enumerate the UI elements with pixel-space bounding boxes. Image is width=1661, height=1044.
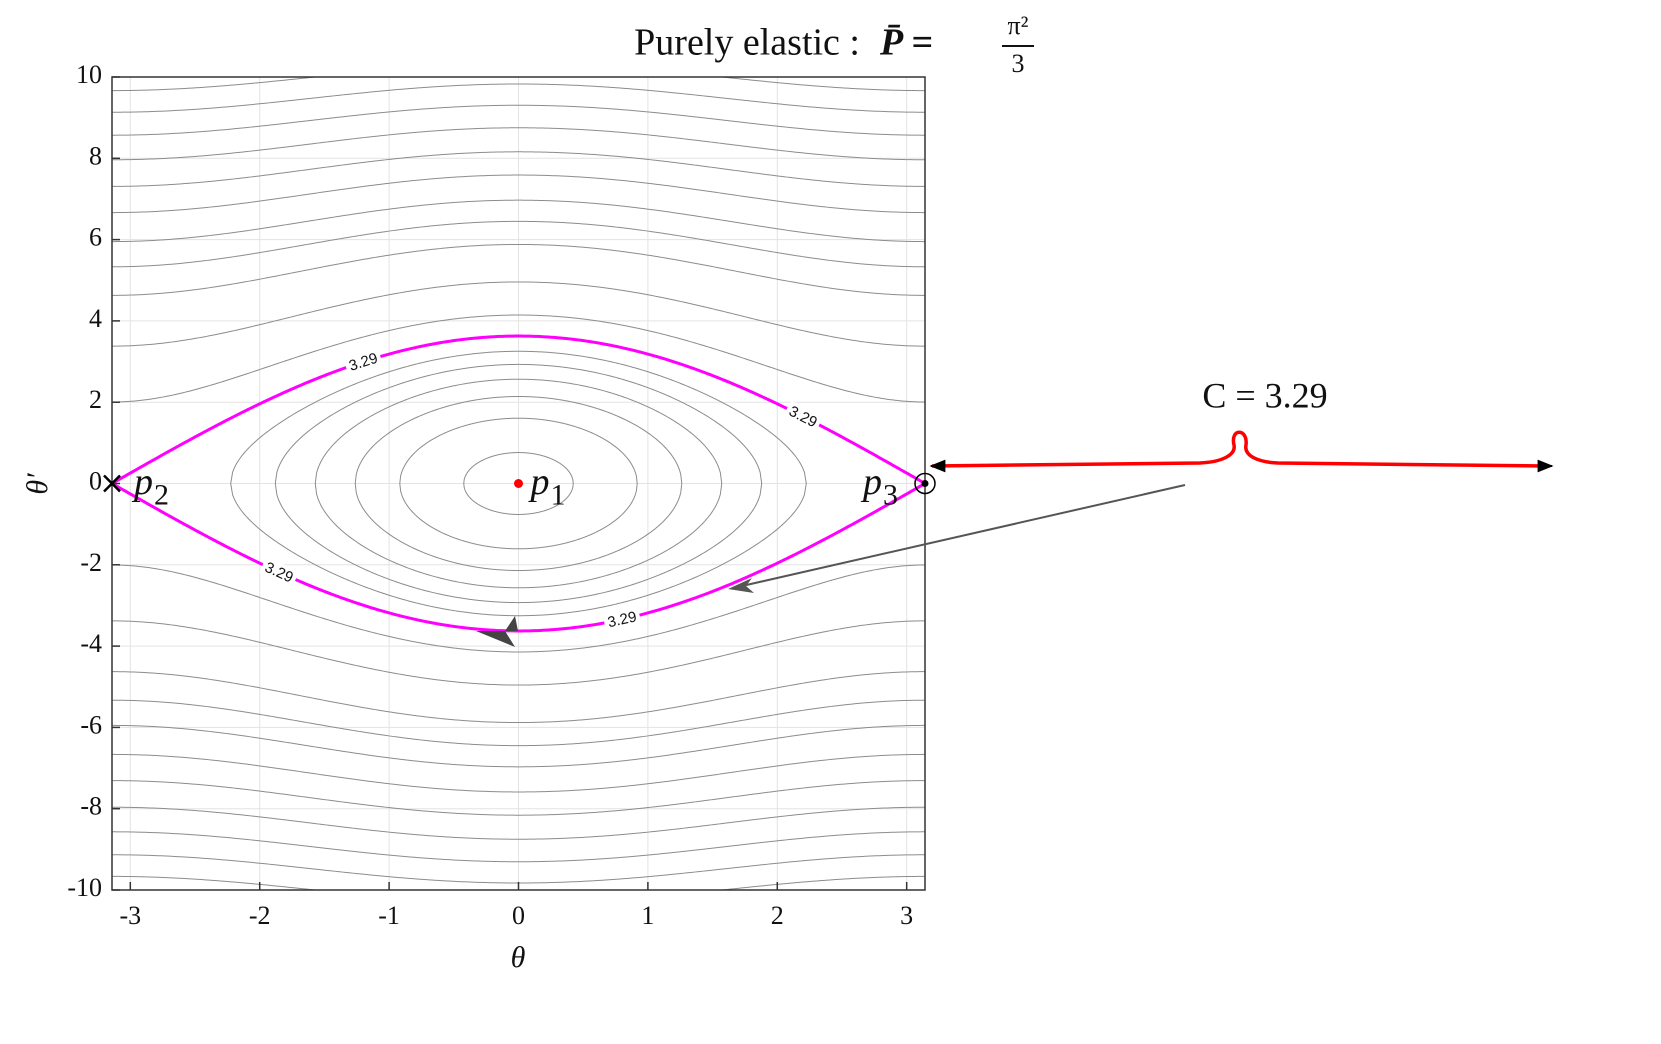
- y-tick-label: -2: [80, 548, 102, 577]
- annotation-curve: [931, 430, 1547, 468]
- point-label: p: [131, 461, 153, 503]
- contour-line: [230, 350, 807, 617]
- contour-line: [112, 77, 925, 92]
- contour-line: [112, 564, 925, 653]
- y-tick-label: 8: [89, 141, 102, 170]
- contour-line: [112, 104, 925, 136]
- contour-line: [112, 831, 925, 863]
- contour-line: [112, 220, 925, 268]
- y-tick-label: 2: [89, 385, 102, 414]
- y-tick-label: 6: [89, 223, 102, 252]
- contour-label-bg: [783, 400, 824, 433]
- y-tick-label: -6: [80, 710, 102, 739]
- contour-label-bg: [602, 606, 642, 633]
- overlay: -3 -2 -1 0 1 2 3-10-8-6-4-202468103.293.293.29…: [67, 60, 936, 930]
- point-marker: [103, 474, 121, 493]
- contour-line: [463, 452, 574, 515]
- direction-arrow: [476, 616, 518, 647]
- point-label: p: [860, 461, 882, 503]
- pointer-head: [728, 578, 754, 593]
- contour-line: [399, 417, 638, 550]
- contour-label-bg: [259, 556, 300, 588]
- contour-label-bg: [343, 347, 384, 376]
- contour-line: [112, 753, 925, 793]
- point-label-subscript: 1: [551, 478, 566, 511]
- contour-line: [112, 314, 925, 403]
- title-group: Purely elastic : P̄ = π² 3: [634, 11, 1034, 78]
- x-tick-label: -2: [249, 901, 271, 930]
- y-tick-label: 0: [89, 466, 102, 495]
- y-tick-label: -4: [80, 629, 102, 658]
- chart-title: Purely elastic :: [634, 22, 860, 64]
- x-tick-label: -1: [378, 901, 400, 930]
- contour-line: [112, 875, 925, 890]
- title-math: P̄ =: [879, 22, 933, 64]
- contour-line: [112, 699, 925, 747]
- title-denominator: 3: [1012, 49, 1025, 78]
- point-marker: [514, 479, 523, 488]
- contour-line: [112, 806, 925, 840]
- y-tick-label: 10: [76, 60, 102, 89]
- x-tick-label: 3: [900, 901, 913, 930]
- x-tick-label: -3: [119, 901, 141, 930]
- contour-line: [112, 127, 925, 161]
- separatrix: [112, 334, 925, 633]
- contour-line: [112, 780, 925, 816]
- point-label-subscript: 3: [883, 478, 898, 511]
- y-tick-label: 4: [89, 304, 102, 333]
- point-marker-center: [921, 480, 929, 487]
- contour-line: [314, 378, 723, 589]
- contour-label-group: 3.29: [602, 606, 642, 633]
- contour-line: [112, 243, 925, 296]
- point-label: p: [528, 461, 550, 503]
- y-axis-label: θ′: [21, 473, 54, 495]
- contour-line: [112, 199, 925, 243]
- y-tick-label: -10: [67, 873, 102, 902]
- y-tick-label: -8: [80, 792, 102, 821]
- x-tick-label: 1: [641, 901, 654, 930]
- contour-line: [112, 174, 925, 214]
- contour-line: [112, 83, 925, 113]
- contour-label: 3.29: [606, 608, 638, 631]
- pointer-line: [741, 484, 1186, 587]
- point-marker: [914, 472, 936, 495]
- x-tick-label: 0: [512, 901, 525, 930]
- annotation: C = 3.29: [1202, 375, 1327, 415]
- x-tick-label: 2: [771, 901, 784, 930]
- contour-line: [112, 281, 925, 347]
- contour-line: [354, 396, 683, 571]
- contour-line: [112, 620, 925, 686]
- point-label-subscript: 2: [154, 478, 169, 511]
- x-axis-label: θ: [511, 941, 526, 974]
- contour-line: [112, 151, 925, 187]
- contour-line: [112, 724, 925, 768]
- title-numerator: π²: [1008, 11, 1029, 40]
- contour-line: [112, 671, 925, 724]
- contour-line: [274, 363, 763, 604]
